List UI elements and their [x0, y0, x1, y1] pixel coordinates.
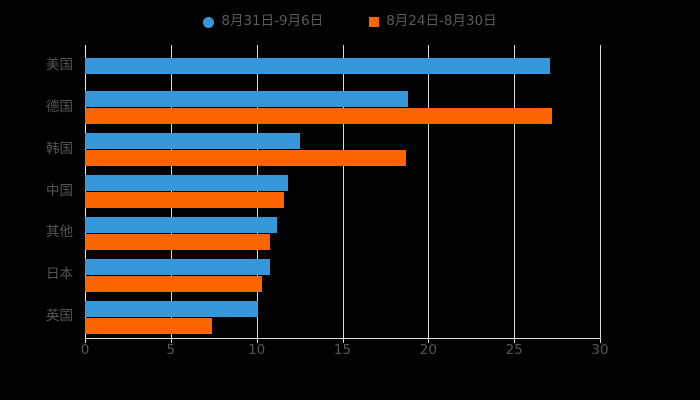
legend-label-series-2: 8月24日-8月30日: [386, 13, 497, 30]
bar-group: [85, 87, 600, 129]
bar-series-1[interactable]: [85, 258, 271, 275]
gridline-15: [342, 45, 344, 338]
x-tick-20: [428, 338, 430, 343]
bar-series-2[interactable]: [85, 191, 285, 208]
gridline-30: [600, 45, 601, 338]
y-axis-label-3: 韩国: [46, 140, 73, 157]
bar-series-1[interactable]: [85, 57, 551, 74]
x-tick-25: [514, 338, 516, 343]
x-tick-label-20: 20: [419, 342, 437, 358]
y-axis-label-5: 其他: [46, 224, 73, 241]
x-tick-0: [85, 338, 86, 343]
bar-group: [85, 254, 600, 296]
bar-group: [85, 296, 600, 338]
x-tick-label-5: 5: [166, 342, 176, 358]
legend-entry-series-2[interactable]: 8月24日-8月30日: [369, 13, 497, 30]
x-tick-label-30: 30: [591, 342, 609, 358]
gridline-25: [514, 45, 516, 338]
bar-series-1[interactable]: [85, 133, 300, 150]
bar-series-2[interactable]: [85, 317, 213, 334]
bar-series-1[interactable]: [85, 174, 288, 191]
x-tick-30: [600, 338, 601, 343]
bar-group: [85, 129, 600, 171]
bar-group: [85, 45, 600, 87]
y-axis-label-6: 日本: [46, 266, 73, 283]
bar-series-2[interactable]: [85, 275, 262, 292]
x-tick-label-10: 10: [248, 342, 266, 358]
bar-series-2[interactable]: [85, 108, 552, 125]
bar-series-2[interactable]: [85, 233, 271, 250]
legend-marker-circle-icon: [203, 16, 215, 28]
bar-series-1[interactable]: [85, 216, 278, 233]
bar-series-2[interactable]: [85, 150, 407, 167]
legend-label-series-1: 8月31日-9月6日: [221, 13, 324, 30]
x-tick-label-25: 25: [505, 342, 523, 358]
y-axis-label-1: 美国: [46, 56, 73, 73]
bar-group: [85, 171, 600, 213]
x-tick-label-15: 15: [333, 342, 352, 358]
x-tick-15: [342, 338, 344, 343]
gridline-20: [428, 45, 430, 338]
gridline-5: [170, 45, 172, 338]
chart-legend: 8月31日-9月6日 8月24日-8月30日: [0, 10, 700, 34]
y-axis-label-4: 中国: [46, 182, 73, 199]
legend-marker-square-icon: [369, 17, 380, 27]
gridline-0: [85, 45, 86, 338]
x-tick-10: [256, 338, 258, 343]
bar-group: [85, 212, 600, 254]
y-axis-label-2: 德国: [46, 98, 73, 115]
gridline-10: [256, 45, 258, 338]
y-axis-category-labels: 美国德国韩国中国其他日本英国: [0, 45, 73, 338]
plot-area: [85, 45, 601, 338]
bar-series-1[interactable]: [85, 300, 259, 317]
legend-entry-series-1[interactable]: 8月31日-9月6日: [203, 15, 323, 29]
bar-series-1[interactable]: [85, 91, 408, 108]
y-axis-label-7: 英国: [46, 308, 73, 325]
x-tick-5: [170, 338, 172, 343]
x-tick-label-0: 0: [80, 342, 90, 358]
